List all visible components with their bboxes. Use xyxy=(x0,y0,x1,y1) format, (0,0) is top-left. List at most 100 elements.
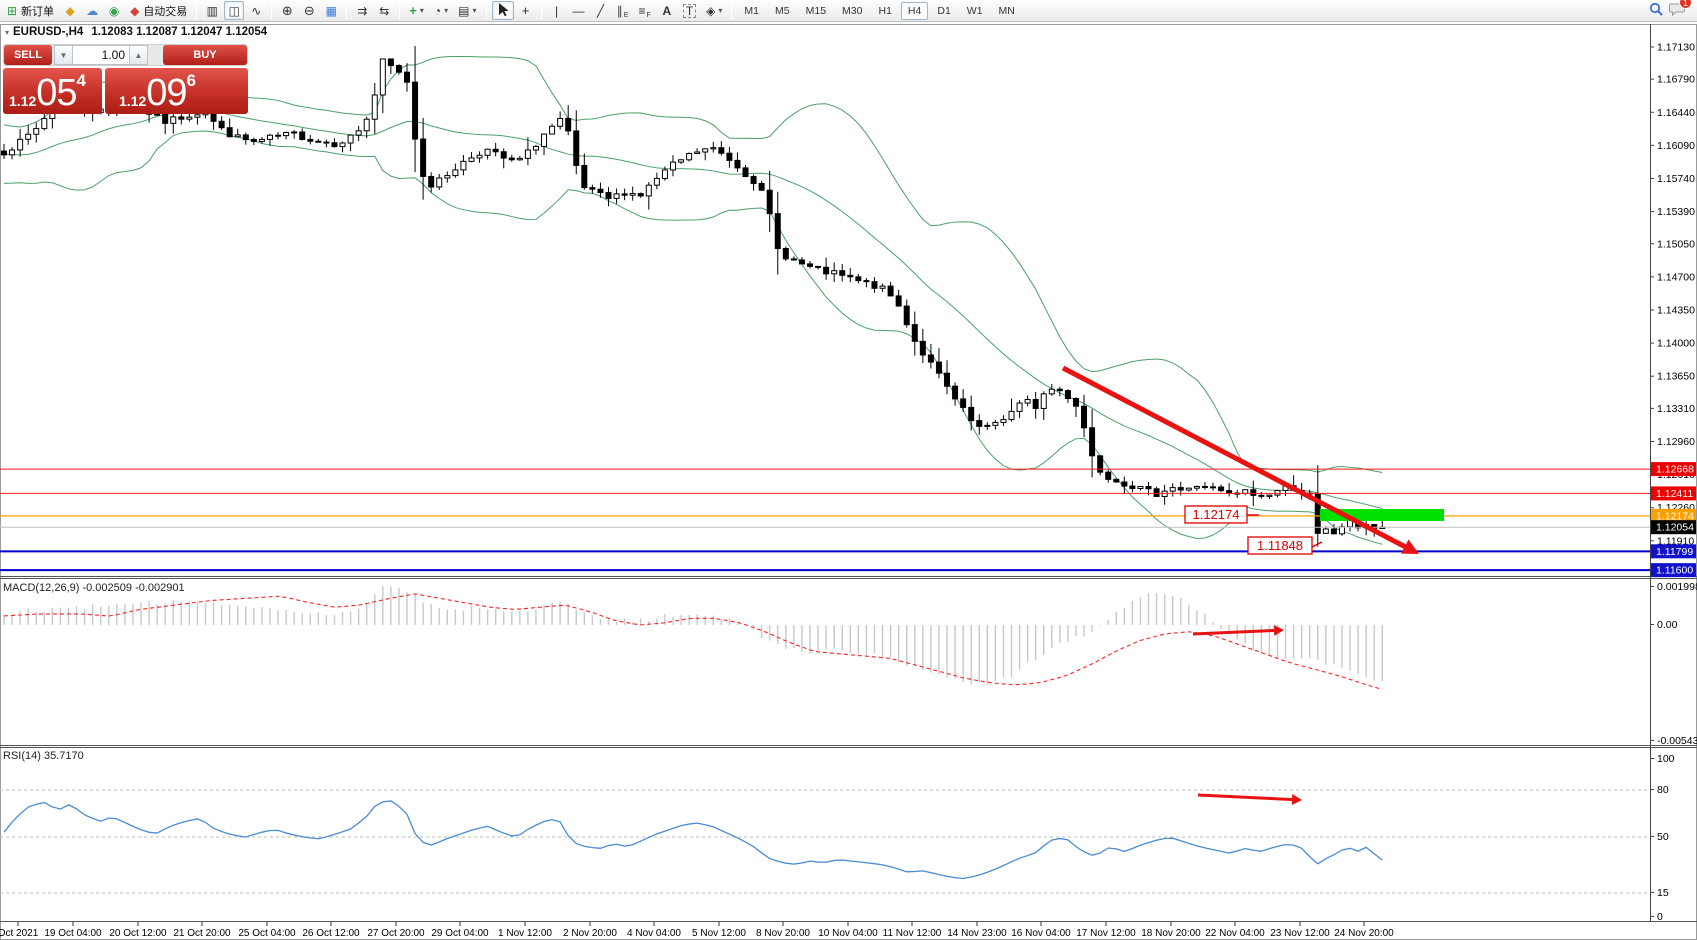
sell-price-point: 4 xyxy=(76,71,86,90)
time-axis[interactable]: Oct 2021 19 Oct 04:00 20 Oct 12:00 21 Oct 2… xyxy=(0,921,1697,940)
rsi-arrow[interactable] xyxy=(1197,793,1302,806)
chart-menu-icon[interactable]: ▾ xyxy=(5,28,10,37)
timeframe-button-M5[interactable]: M5 xyxy=(775,4,790,17)
indicators-button[interactable]: + ▾ xyxy=(405,1,428,20)
shapes-button-dropdown-icon[interactable]: ▾ xyxy=(718,6,723,15)
cursor-button[interactable] xyxy=(491,1,514,20)
vertical-line-icon: | xyxy=(554,3,559,18)
line-mode-button[interactable]: ∿ xyxy=(246,1,266,20)
indicators-icon: + xyxy=(409,3,417,18)
new-order-button[interactable]: ⊞ 新订单 xyxy=(3,1,58,20)
crosshair-button[interactable]: + xyxy=(516,1,536,20)
text-button[interactable]: A xyxy=(657,1,677,20)
macd-arrow[interactable] xyxy=(1192,624,1284,636)
rsi-label-text: RSI(14) 35.7170 xyxy=(3,750,84,762)
volume-increase-button[interactable]: ▲ xyxy=(129,45,148,65)
candlestick-series xyxy=(1,46,1386,547)
chart-ohlc-values: 1.12083 1.12087 1.12047 1.12054 xyxy=(91,26,268,38)
timeframe-button-W1[interactable]: W1 xyxy=(966,4,983,17)
sell-button[interactable]: SELL xyxy=(4,45,52,65)
shapes-icon: ◈ xyxy=(706,3,716,18)
line-mode-icon: ∿ xyxy=(251,3,262,18)
toolbar-separator xyxy=(399,2,401,19)
tile-windows-button[interactable]: ▦ xyxy=(321,1,341,20)
buy-price-panel[interactable]: 1.12 09 6 xyxy=(105,68,248,114)
toolbar-separator xyxy=(540,2,542,19)
auto-scroll-button[interactable]: ⇉ xyxy=(352,1,372,20)
periods-button[interactable]: ◔ ▾ xyxy=(430,1,452,20)
vertical-line-button[interactable]: | xyxy=(547,1,567,20)
fibonacci-icon: ≡ xyxy=(638,3,646,18)
timeframe-button-H4[interactable]: H4 xyxy=(900,1,929,20)
buy-button[interactable]: BUY xyxy=(163,45,247,65)
templates-icon: ▤ xyxy=(458,3,470,18)
main-toolbar: ⊞ 新订单 ◆ ☁ ◉ ◆ 自动交易 ▥ ◫ ∿ ⊕ ⊖ ▦ ⇉ ⇆ + ▾ ◔ ▾ ▤ ▾ + | — ╱ ∥ E ≡ F A T ◈ ▾ M1… xyxy=(0,0,1697,22)
chart-shift-icon: ⇆ xyxy=(379,3,390,18)
svg-text:26 Oct 12:00: 26 Oct 12:00 xyxy=(302,928,360,939)
volume-decrease-button[interactable]: ▼ xyxy=(54,45,73,65)
svg-text:0.001998: 0.001998 xyxy=(1657,581,1697,593)
shapes-button[interactable]: ◈ ▾ xyxy=(702,1,726,20)
trend-arrow[interactable] xyxy=(1061,365,1419,554)
search-button[interactable] xyxy=(1645,1,1668,20)
svg-text:1.12054: 1.12054 xyxy=(1656,522,1694,534)
svg-text:1.12668: 1.12668 xyxy=(1656,464,1694,476)
market-icon[interactable]: ◉ xyxy=(104,1,124,20)
volume-input[interactable] xyxy=(73,45,129,65)
timeframe-button-M1[interactable]: M1 xyxy=(744,4,760,17)
timeframe-button-H1[interactable]: H1 xyxy=(878,4,892,17)
svg-text:19 Oct 04:00: 19 Oct 04:00 xyxy=(44,928,102,939)
rsi-indicator xyxy=(0,789,1650,894)
svg-text:1.15390: 1.15390 xyxy=(1657,206,1695,218)
candles-mode-button[interactable]: ◫ xyxy=(224,1,245,20)
timeframe-button-M30[interactable]: M30 xyxy=(842,4,863,17)
sell-price-panel[interactable]: 1.12 05 4 xyxy=(3,68,102,114)
styler-icon[interactable]: ◆ xyxy=(60,1,80,20)
price-axis[interactable]: 1.17130 1.16790 1.16440 1.16090 1.15740 1.153… xyxy=(1650,24,1696,921)
equidistant-channel-button[interactable]: ∥ E xyxy=(613,1,633,20)
svg-text:Oct 2021: Oct 2021 xyxy=(0,928,39,939)
indicators-button-dropdown-icon[interactable]: ▾ xyxy=(419,6,424,15)
fibonacci-button[interactable]: ≡ F xyxy=(635,1,655,20)
periods-button-dropdown-icon[interactable]: ▾ xyxy=(444,6,449,15)
timeframe-button-MN[interactable]: MN xyxy=(998,4,1015,17)
text-label-icon: T xyxy=(682,3,697,18)
zoom-out-button[interactable]: ⊖ xyxy=(299,1,319,20)
timeframe-button-M15[interactable]: M15 xyxy=(805,4,827,17)
autotrading-button[interactable]: ◆ 自动交易 xyxy=(126,1,191,20)
toolbar-separator xyxy=(731,2,733,19)
svg-text:1.13310: 1.13310 xyxy=(1657,403,1695,415)
price-label-callouts[interactable]: 1.12174 1.11848 xyxy=(1184,505,1323,555)
panel-splitter-2[interactable] xyxy=(0,745,1697,748)
templates-button-dropdown-icon[interactable]: ▾ xyxy=(472,6,477,15)
rsi-axis[interactable]: 100 80 50 15 0 xyxy=(1650,753,1675,923)
svg-text:0.00: 0.00 xyxy=(1657,619,1678,631)
market-icon-icon: ◉ xyxy=(108,3,120,18)
autotrading-button-label: 自动交易 xyxy=(143,5,188,18)
timeframe-button-D1[interactable]: D1 xyxy=(937,4,951,17)
svg-text:1.12174: 1.12174 xyxy=(1193,507,1240,522)
text-label-button[interactable]: T xyxy=(679,1,700,20)
svg-text:5 Nov 12:00: 5 Nov 12:00 xyxy=(692,928,746,939)
cursor-icon xyxy=(496,2,510,20)
chart-shift-button[interactable]: ⇆ xyxy=(374,1,394,20)
svg-text:-0.005433: -0.005433 xyxy=(1657,735,1697,747)
trendline-button[interactable]: ╱ xyxy=(591,1,611,20)
templates-button[interactable]: ▤ ▾ xyxy=(454,1,480,20)
bars-mode-button[interactable]: ▥ xyxy=(202,1,222,20)
horizontal-line-button[interactable]: — xyxy=(569,1,589,20)
equidistant-channel-icon: ∥ xyxy=(616,3,623,18)
bars-mode-icon: ▥ xyxy=(206,3,218,18)
panel-splitter-1[interactable] xyxy=(0,576,1697,579)
zoom-in-button[interactable]: ⊕ xyxy=(277,1,297,20)
macd-axis[interactable]: 0.001998 0.00 -0.005433 xyxy=(1650,581,1697,747)
svg-text:10 Nov 04:00: 10 Nov 04:00 xyxy=(818,928,878,939)
svg-text:1.16090: 1.16090 xyxy=(1657,140,1695,152)
buy-price-big-figure: 1.12 xyxy=(119,93,147,109)
svg-text:1.16440: 1.16440 xyxy=(1657,107,1695,119)
notifications-button[interactable]: 1 xyxy=(1669,0,1692,19)
chart-title: ▾ EURUSD-,H4 1.12083 1.12087 1.12047 1.120… xyxy=(5,26,267,38)
svg-text:1 Nov 12:00: 1 Nov 12:00 xyxy=(498,928,552,939)
community-icon[interactable]: ☁ xyxy=(82,1,102,20)
